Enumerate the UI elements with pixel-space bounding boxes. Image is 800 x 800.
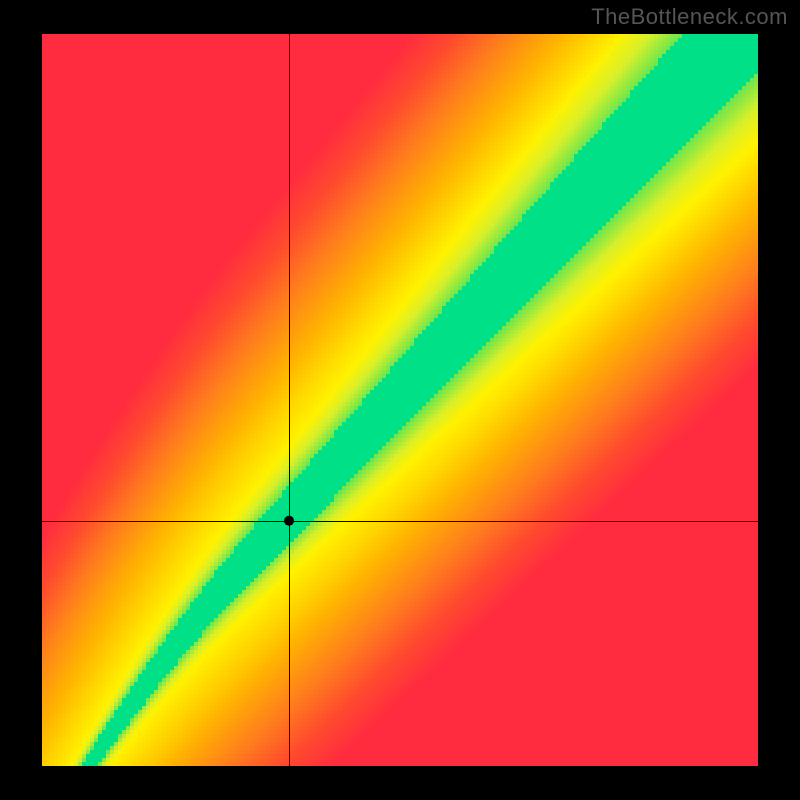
watermark-text: TheBottleneck.com [591, 4, 788, 30]
chart-container: TheBottleneck.com [0, 0, 800, 800]
bottleneck-heatmap-canvas [0, 0, 800, 800]
